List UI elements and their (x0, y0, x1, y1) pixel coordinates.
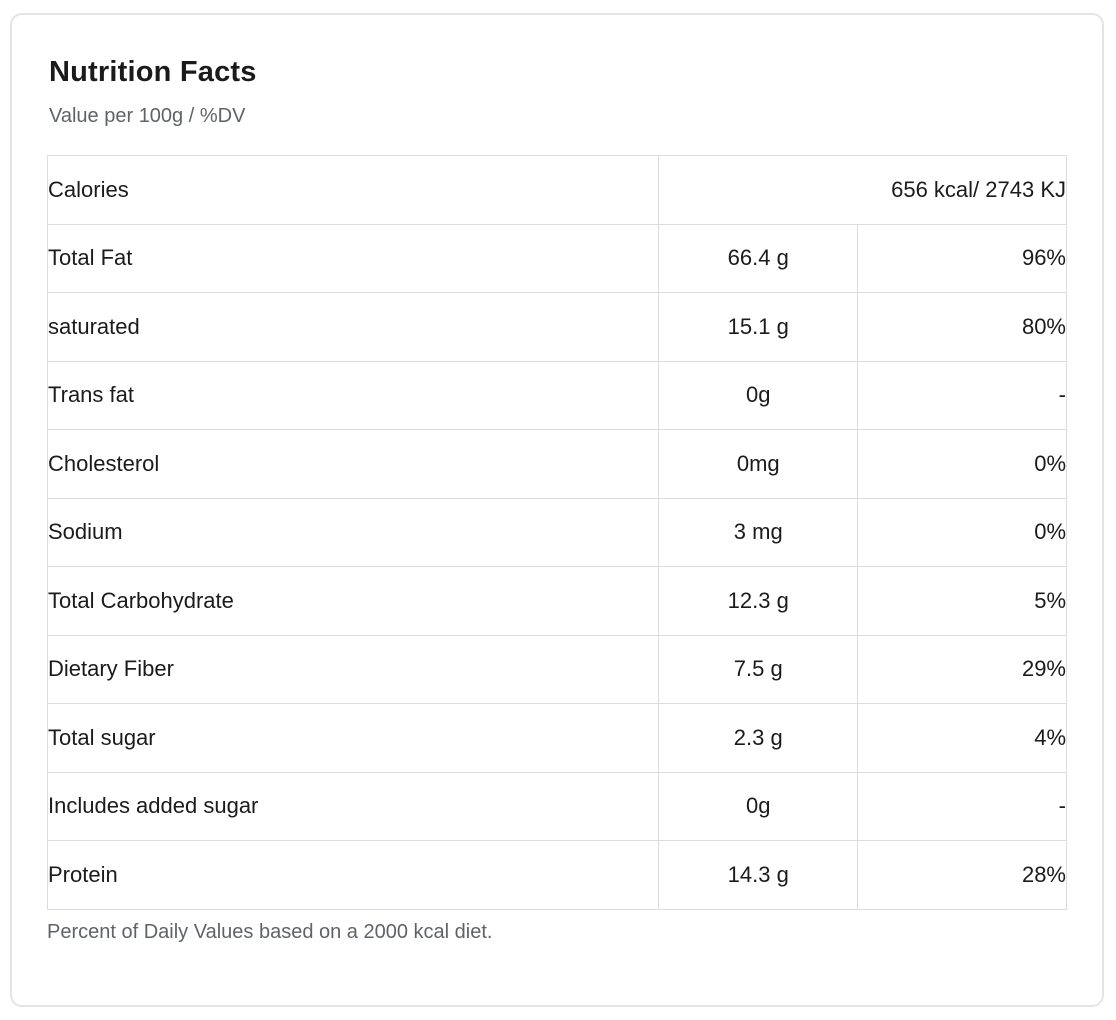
nutrient-label: Calories (46, 155, 660, 225)
nutrient-daily-value: 29% (857, 634, 1067, 704)
page-title: Nutrition Facts (49, 56, 257, 88)
table-row: saturated 15.1 g 80% (46, 292, 1067, 362)
nutrient-daily-value: 0% (857, 429, 1067, 499)
nutrient-daily-value: - (857, 771, 1067, 841)
nutrient-label: Total Carbohydrate (46, 566, 660, 636)
nutrient-amount: 0g (658, 360, 859, 430)
nutrient-amount: 66.4 g (658, 223, 859, 293)
table-row: Total Fat 66.4 g 96% (46, 223, 1067, 293)
nutrient-label: Includes added sugar (46, 771, 660, 841)
nutrient-daily-value: 96% (857, 223, 1067, 293)
table-row: Sodium 3 mg 0% (46, 497, 1067, 567)
table-row-calories: Calories 656 kcal/ 2743 KJ (46, 155, 1067, 225)
nutrient-amount: 3 mg (658, 497, 859, 567)
nutrient-label: Total sugar (46, 703, 660, 773)
nutrient-label: Sodium (46, 497, 660, 567)
serving-subtitle: Value per 100g / %DV (49, 105, 246, 127)
nutrition-table: Calories 656 kcal/ 2743 KJ Total Fat 66.… (46, 155, 1067, 910)
table-row: Trans fat 0g - (46, 360, 1067, 430)
nutrient-daily-value: 4% (857, 703, 1067, 773)
nutrient-daily-value: 80% (857, 292, 1067, 362)
daily-values-footnote: Percent of Daily Values based on a 2000 … (47, 920, 493, 943)
calories-value: 656 kcal/ 2743 KJ (658, 155, 1067, 225)
nutrient-amount: 12.3 g (658, 566, 859, 636)
nutrient-label: saturated (46, 292, 660, 362)
nutrient-amount: 0mg (658, 429, 859, 499)
table-row: Protein 14.3 g 28% (46, 840, 1067, 910)
nutrient-amount: 0g (658, 771, 859, 841)
nutrient-daily-value: 5% (857, 566, 1067, 636)
nutrient-daily-value: 28% (857, 840, 1067, 910)
table-row: Dietary Fiber 7.5 g 29% (46, 634, 1067, 704)
table-row: Total sugar 2.3 g 4% (46, 703, 1067, 773)
nutrient-label: Protein (46, 840, 660, 910)
nutrient-daily-value: - (857, 360, 1067, 430)
table-row: Includes added sugar 0g - (46, 771, 1067, 841)
nutrient-label: Total Fat (46, 223, 660, 293)
nutrient-label: Cholesterol (46, 429, 660, 499)
nutrient-amount: 15.1 g (658, 292, 859, 362)
nutrient-amount: 2.3 g (658, 703, 859, 773)
table-row: Total Carbohydrate 12.3 g 5% (46, 566, 1067, 636)
nutrient-label: Dietary Fiber (46, 634, 660, 704)
nutrition-facts-card: Nutrition Facts Value per 100g / %DV Cal… (10, 13, 1104, 1007)
nutrient-amount: 7.5 g (658, 634, 859, 704)
nutrient-daily-value: 0% (857, 497, 1067, 567)
nutrient-amount: 14.3 g (658, 840, 859, 910)
nutrient-label: Trans fat (46, 360, 660, 430)
table-row: Cholesterol 0mg 0% (46, 429, 1067, 499)
